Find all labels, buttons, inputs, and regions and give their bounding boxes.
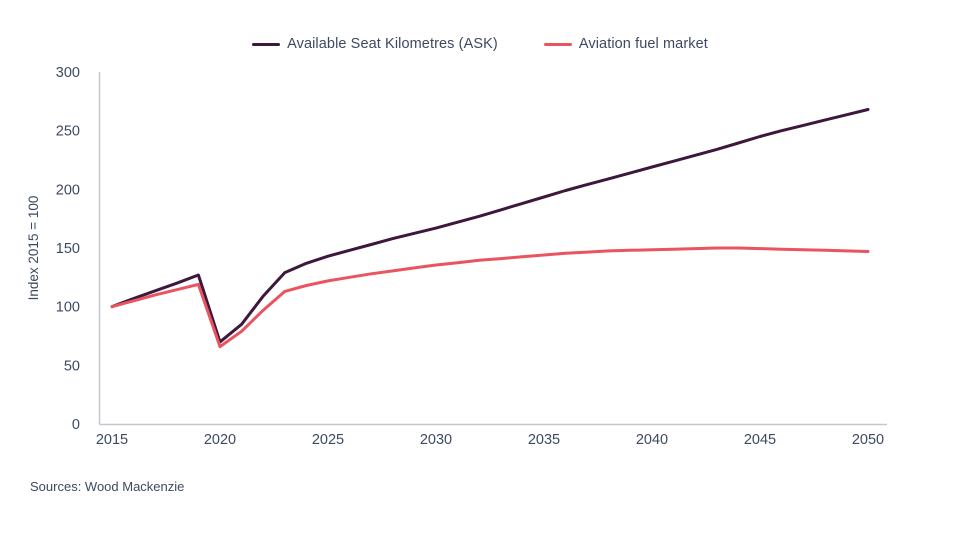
y-tick-label: 250 <box>56 124 80 140</box>
x-tick-label: 2025 <box>312 432 344 448</box>
x-tick-label: 2035 <box>528 432 560 448</box>
legend-label-ask: Available Seat Kilometres (ASK) <box>287 36 498 52</box>
x-tick-label: 2020 <box>204 432 236 448</box>
fuel-line-swatch <box>543 42 572 46</box>
source-note: Sources: Wood Mackenzie <box>30 479 185 494</box>
legend-item-ask: Available Seat Kilometres (ASK) <box>252 36 498 52</box>
legend: Available Seat Kilometres (ASK) Aviation… <box>0 36 960 52</box>
y-tick-label: 0 <box>72 417 80 433</box>
y-axis-title: Index 2015 = 100 <box>26 196 41 301</box>
y-tick-label: 50 <box>64 358 80 374</box>
y-tick-label: 150 <box>56 241 80 257</box>
legend-item-fuel: Aviation fuel market <box>543 36 708 52</box>
x-tick-label: 2050 <box>852 432 884 448</box>
legend-label-fuel: Aviation fuel market <box>578 36 708 52</box>
ask-line <box>110 108 870 344</box>
y-tick-label: 300 <box>56 65 80 81</box>
x-tick-label: 2030 <box>420 432 452 448</box>
x-tick-label: 2045 <box>744 432 776 448</box>
ask-line-swatch <box>252 42 281 46</box>
y-tick-label: 200 <box>56 182 80 198</box>
x-tick-label: 2040 <box>636 432 668 448</box>
y-tick-label: 100 <box>56 300 80 316</box>
fuel-line <box>110 246 870 349</box>
x-tick-label: 2015 <box>96 432 128 448</box>
